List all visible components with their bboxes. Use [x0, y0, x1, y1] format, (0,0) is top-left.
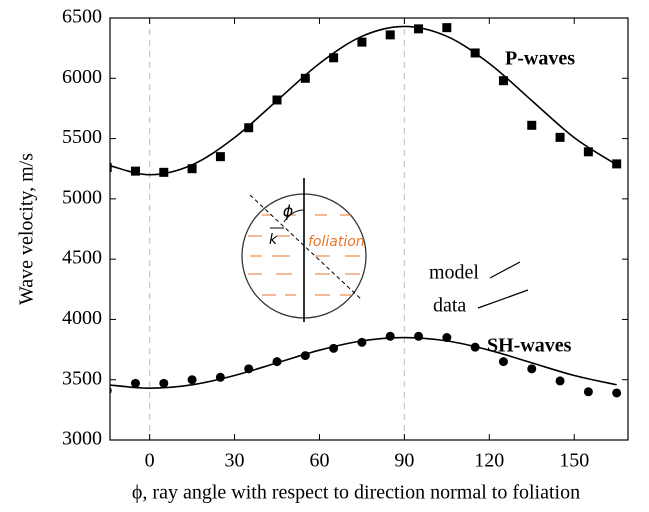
foliation-lines [248, 214, 360, 296]
data-point [442, 23, 452, 33]
x-tick-label: 90 [394, 450, 414, 472]
data-point [329, 53, 339, 63]
data-point [187, 375, 197, 385]
data-point [555, 376, 565, 386]
y-tick-label: 6500 [62, 6, 102, 28]
inset-k-label: k [269, 232, 278, 248]
series-label: SH-waves [487, 335, 572, 357]
y-tick-label: 4500 [62, 247, 102, 269]
annotation-leader [477, 289, 529, 309]
data-point [583, 387, 593, 397]
data-point [130, 378, 140, 388]
data-point [583, 147, 593, 157]
data-point [159, 167, 169, 177]
series-label: P-waves [505, 48, 575, 70]
data-point [215, 372, 225, 382]
data-point [215, 152, 225, 162]
data-point [414, 331, 424, 341]
x-tick-label: 120 [474, 450, 504, 472]
data-point [470, 48, 480, 58]
y-tick-label: 4000 [62, 307, 102, 329]
data-point [498, 76, 508, 86]
data-point [110, 163, 112, 173]
data-point [300, 351, 310, 361]
data-point [357, 337, 367, 347]
x-tick-label: 60 [309, 450, 329, 472]
y-tick-label: 3000 [62, 428, 102, 450]
inset-foliation-label: foliation [308, 234, 365, 250]
ray-direction [249, 194, 363, 301]
data-point [187, 164, 197, 174]
data-point [130, 166, 140, 176]
data-point [357, 37, 367, 47]
data-point [244, 364, 254, 374]
data-point [527, 364, 537, 374]
inset-diagram: ϕ k foliation [241, 178, 367, 322]
data-point [442, 333, 452, 343]
data-point [612, 388, 622, 398]
data-point [527, 120, 537, 130]
data-point [470, 342, 480, 352]
x-tick-label: 0 [145, 450, 155, 472]
data-point [329, 343, 339, 353]
annotation: model [429, 262, 479, 284]
data-point [414, 24, 424, 34]
data-point [385, 30, 395, 40]
data-point [555, 132, 565, 142]
annotation-leader [489, 261, 521, 279]
axes-frame [109, 17, 629, 441]
data-point [272, 357, 282, 367]
angle-arc [283, 209, 305, 223]
y-tick-label: 6000 [62, 66, 102, 88]
y-tick-label: 5500 [62, 126, 102, 148]
x-axis-label: ϕ, ray angle with respect to direction n… [132, 482, 580, 504]
data-point [385, 331, 395, 341]
data-point [159, 378, 169, 388]
y-tick-label: 5000 [62, 186, 102, 208]
y-tick-label: 3500 [62, 367, 102, 389]
annotation: data [433, 295, 466, 317]
y-axis-label: Wave velocity, m/s [16, 153, 38, 305]
data-point [272, 95, 282, 105]
data-point [612, 159, 622, 169]
inset-angle-label: ϕ [283, 202, 294, 221]
data-point [244, 123, 254, 133]
plot-area [110, 18, 622, 440]
data-point [300, 73, 310, 83]
x-tick-label: 30 [225, 450, 245, 472]
data-point [498, 357, 508, 367]
x-tick-label: 150 [559, 450, 589, 472]
